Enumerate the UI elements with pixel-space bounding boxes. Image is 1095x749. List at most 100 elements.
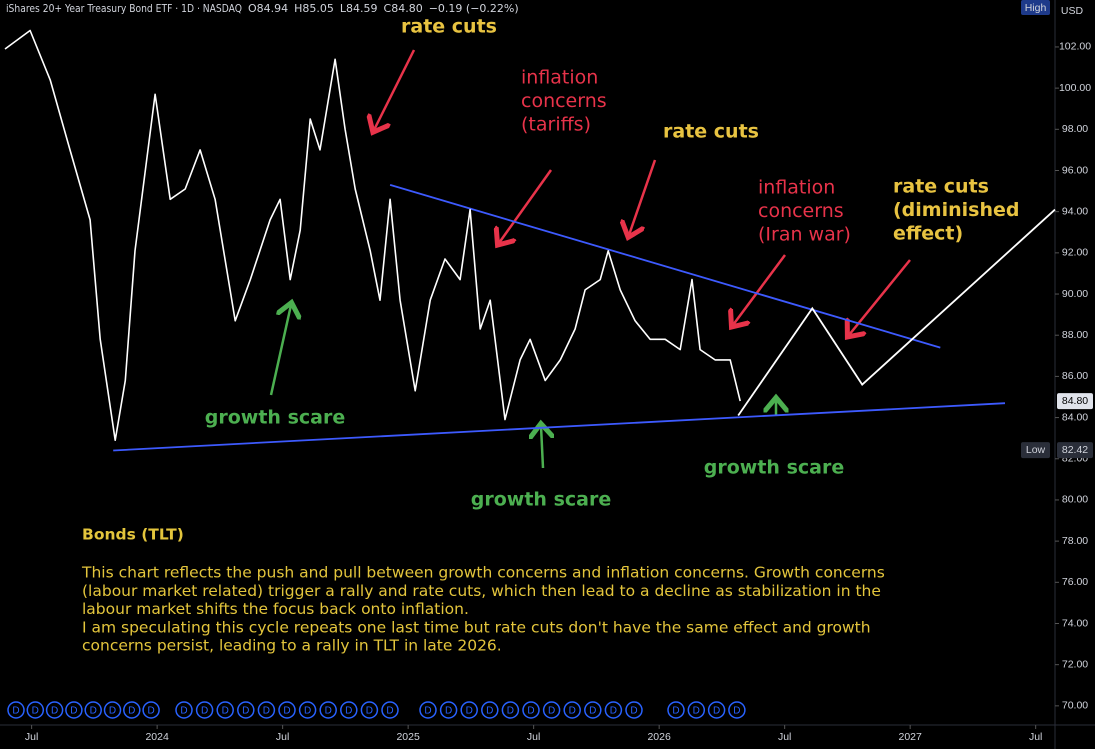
dividend-marker-label: D bbox=[466, 706, 473, 717]
dividend-marker-label: D bbox=[445, 706, 452, 717]
dividend-marker bbox=[175, 701, 193, 719]
y-tick-label: 70.00 bbox=[1062, 700, 1088, 712]
dividend-marker bbox=[542, 701, 561, 719]
annotation: rate cuts bbox=[401, 16, 497, 38]
dividend-marker bbox=[460, 701, 478, 719]
dividend-marker bbox=[667, 701, 685, 719]
dividend-marker bbox=[522, 701, 540, 719]
arrow bbox=[269, 305, 291, 396]
dividend-marker-label: D bbox=[70, 706, 77, 717]
annotation: inflation bbox=[521, 67, 598, 89]
note-title: Bonds (TLT) bbox=[82, 526, 184, 544]
high-tag bbox=[1021, 0, 1050, 15]
arrow bbox=[499, 169, 553, 243]
y-tick-label: 94.00 bbox=[1062, 205, 1088, 217]
y-tick-label: 88.00 bbox=[1062, 329, 1088, 341]
arrow bbox=[733, 254, 787, 325]
dividend-marker-label: D bbox=[263, 706, 270, 717]
dividend-marker bbox=[625, 701, 643, 719]
dividend-marker bbox=[481, 701, 499, 719]
arrow bbox=[541, 426, 543, 469]
x-tick-label: Jul bbox=[527, 731, 540, 743]
y-tick-label: 98.00 bbox=[1062, 123, 1088, 135]
dividend-marker-label: D bbox=[672, 706, 679, 717]
note-line: labour market shifts the focus back onto… bbox=[82, 600, 469, 618]
dividend-marker bbox=[419, 701, 437, 719]
y-tick-label: 78.00 bbox=[1062, 535, 1088, 547]
dividend-marker bbox=[278, 701, 296, 719]
dividend-marker bbox=[340, 701, 358, 719]
dividend-marker-label: D bbox=[90, 706, 97, 717]
annotation: growth scare bbox=[471, 489, 611, 511]
y-tick-label: 74.00 bbox=[1062, 617, 1088, 629]
x-tick-label: Jul bbox=[1029, 731, 1042, 743]
y-tick-label: 72.00 bbox=[1062, 658, 1088, 670]
x-tick-label: Jul bbox=[276, 731, 289, 743]
annotation: concerns bbox=[758, 200, 844, 222]
dividend-marker-label: D bbox=[109, 706, 116, 717]
note-line: (labour market related) trigger a rally … bbox=[82, 582, 881, 600]
dividend-marker-label: D bbox=[180, 706, 187, 717]
dividend-marker-label: D bbox=[201, 706, 208, 717]
dividend-marker bbox=[7, 701, 25, 719]
y-tick-label: 90.00 bbox=[1062, 288, 1088, 300]
x-tick-label: 2024 bbox=[145, 731, 169, 743]
y-tick-label: 80.00 bbox=[1062, 494, 1088, 506]
dividend-marker-label: D bbox=[630, 706, 637, 717]
header-title: iShares 20+ Year Treasury Bond ETF · 1D … bbox=[6, 2, 242, 15]
x-tick-label: 2025 bbox=[396, 731, 420, 743]
dividend-marker bbox=[298, 701, 317, 719]
dividend-marker-label: D bbox=[325, 706, 332, 717]
note-line: I am speculating this cycle repeats one … bbox=[82, 618, 871, 636]
trendline bbox=[113, 402, 1006, 452]
dividend-marker-label: D bbox=[548, 706, 555, 717]
dividend-marker bbox=[604, 701, 623, 719]
arrow bbox=[374, 49, 416, 130]
dividend-marker-label: D bbox=[283, 706, 290, 717]
dividend-marker-label: D bbox=[589, 706, 596, 717]
dividend-marker bbox=[439, 701, 458, 719]
annotation: (Iran war) bbox=[758, 224, 851, 246]
header-value: −0.19 (−0.22%) bbox=[429, 2, 519, 15]
x-tick-label: 2027 bbox=[898, 731, 922, 743]
dividend-marker-label: D bbox=[12, 706, 19, 717]
dividend-marker bbox=[142, 701, 160, 719]
dividend-marker-label: D bbox=[527, 706, 534, 717]
dividend-marker-label: D bbox=[128, 706, 135, 717]
y-tick-label: 96.00 bbox=[1062, 164, 1088, 176]
dividend-marker-label: D bbox=[507, 706, 514, 717]
dividend-marker-label: D bbox=[424, 706, 431, 717]
last-price-label: 84.80 bbox=[1062, 395, 1088, 407]
dividend-marker bbox=[707, 701, 726, 719]
dividend-marker-label: D bbox=[610, 706, 617, 717]
y-tick-label: 100.00 bbox=[1059, 82, 1091, 94]
dividend-marker-label: D bbox=[733, 706, 740, 717]
dividend-marker bbox=[501, 701, 520, 719]
y-tick-label: 102.00 bbox=[1059, 41, 1091, 53]
dividend-marker bbox=[584, 701, 602, 719]
arrows bbox=[269, 49, 911, 469]
dividend-marker bbox=[563, 701, 581, 719]
dividend-marker-label: D bbox=[51, 706, 58, 717]
low-tag bbox=[1021, 442, 1050, 459]
dividend-marker bbox=[45, 701, 64, 719]
currency-label: USD bbox=[1061, 5, 1084, 17]
header-value: H85.05 bbox=[294, 2, 334, 15]
annotation: growth scare bbox=[205, 407, 345, 429]
last-price-tag bbox=[1057, 393, 1093, 410]
projection-line bbox=[737, 208, 1056, 417]
low-price-label: 82.42 bbox=[1062, 444, 1088, 456]
dividend-marker bbox=[687, 701, 706, 719]
dividend-marker bbox=[103, 701, 122, 719]
dividend-marker-label: D bbox=[486, 706, 493, 717]
note-line: concerns persist, leading to a rally in … bbox=[82, 637, 502, 655]
annotation: concerns bbox=[521, 90, 607, 112]
dividend-marker-label: D bbox=[147, 706, 154, 717]
low-price-tag bbox=[1057, 442, 1093, 459]
arrow bbox=[849, 259, 911, 335]
dividend-marker bbox=[257, 701, 276, 719]
dividend-marker bbox=[237, 701, 255, 719]
dividend-marker-label: D bbox=[366, 706, 373, 717]
